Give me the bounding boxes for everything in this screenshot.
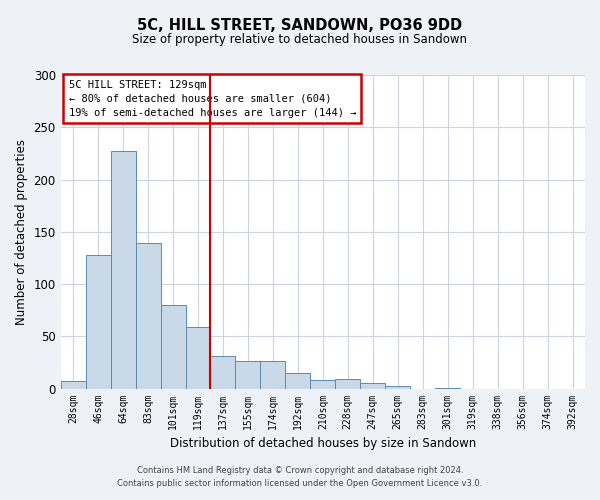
Bar <box>310 380 335 388</box>
Bar <box>86 255 110 388</box>
Text: Size of property relative to detached houses in Sandown: Size of property relative to detached ho… <box>133 32 467 46</box>
Text: Contains HM Land Registry data © Crown copyright and database right 2024.
Contai: Contains HM Land Registry data © Crown c… <box>118 466 482 487</box>
X-axis label: Distribution of detached houses by size in Sandown: Distribution of detached houses by size … <box>170 437 476 450</box>
Bar <box>136 244 161 388</box>
Bar <box>110 152 136 388</box>
Bar <box>211 356 235 388</box>
Text: 5C HILL STREET: 129sqm
← 80% of detached houses are smaller (604)
19% of semi-de: 5C HILL STREET: 129sqm ← 80% of detached… <box>68 80 356 118</box>
Bar <box>360 384 385 388</box>
Bar <box>61 381 86 388</box>
Bar <box>335 379 360 388</box>
Text: 5C, HILL STREET, SANDOWN, PO36 9DD: 5C, HILL STREET, SANDOWN, PO36 9DD <box>137 18 463 32</box>
Bar <box>235 362 260 388</box>
Bar <box>260 362 286 388</box>
Bar <box>161 305 185 388</box>
Y-axis label: Number of detached properties: Number of detached properties <box>15 139 28 325</box>
Bar <box>385 386 410 388</box>
Bar <box>286 373 310 388</box>
Bar <box>185 327 211 388</box>
